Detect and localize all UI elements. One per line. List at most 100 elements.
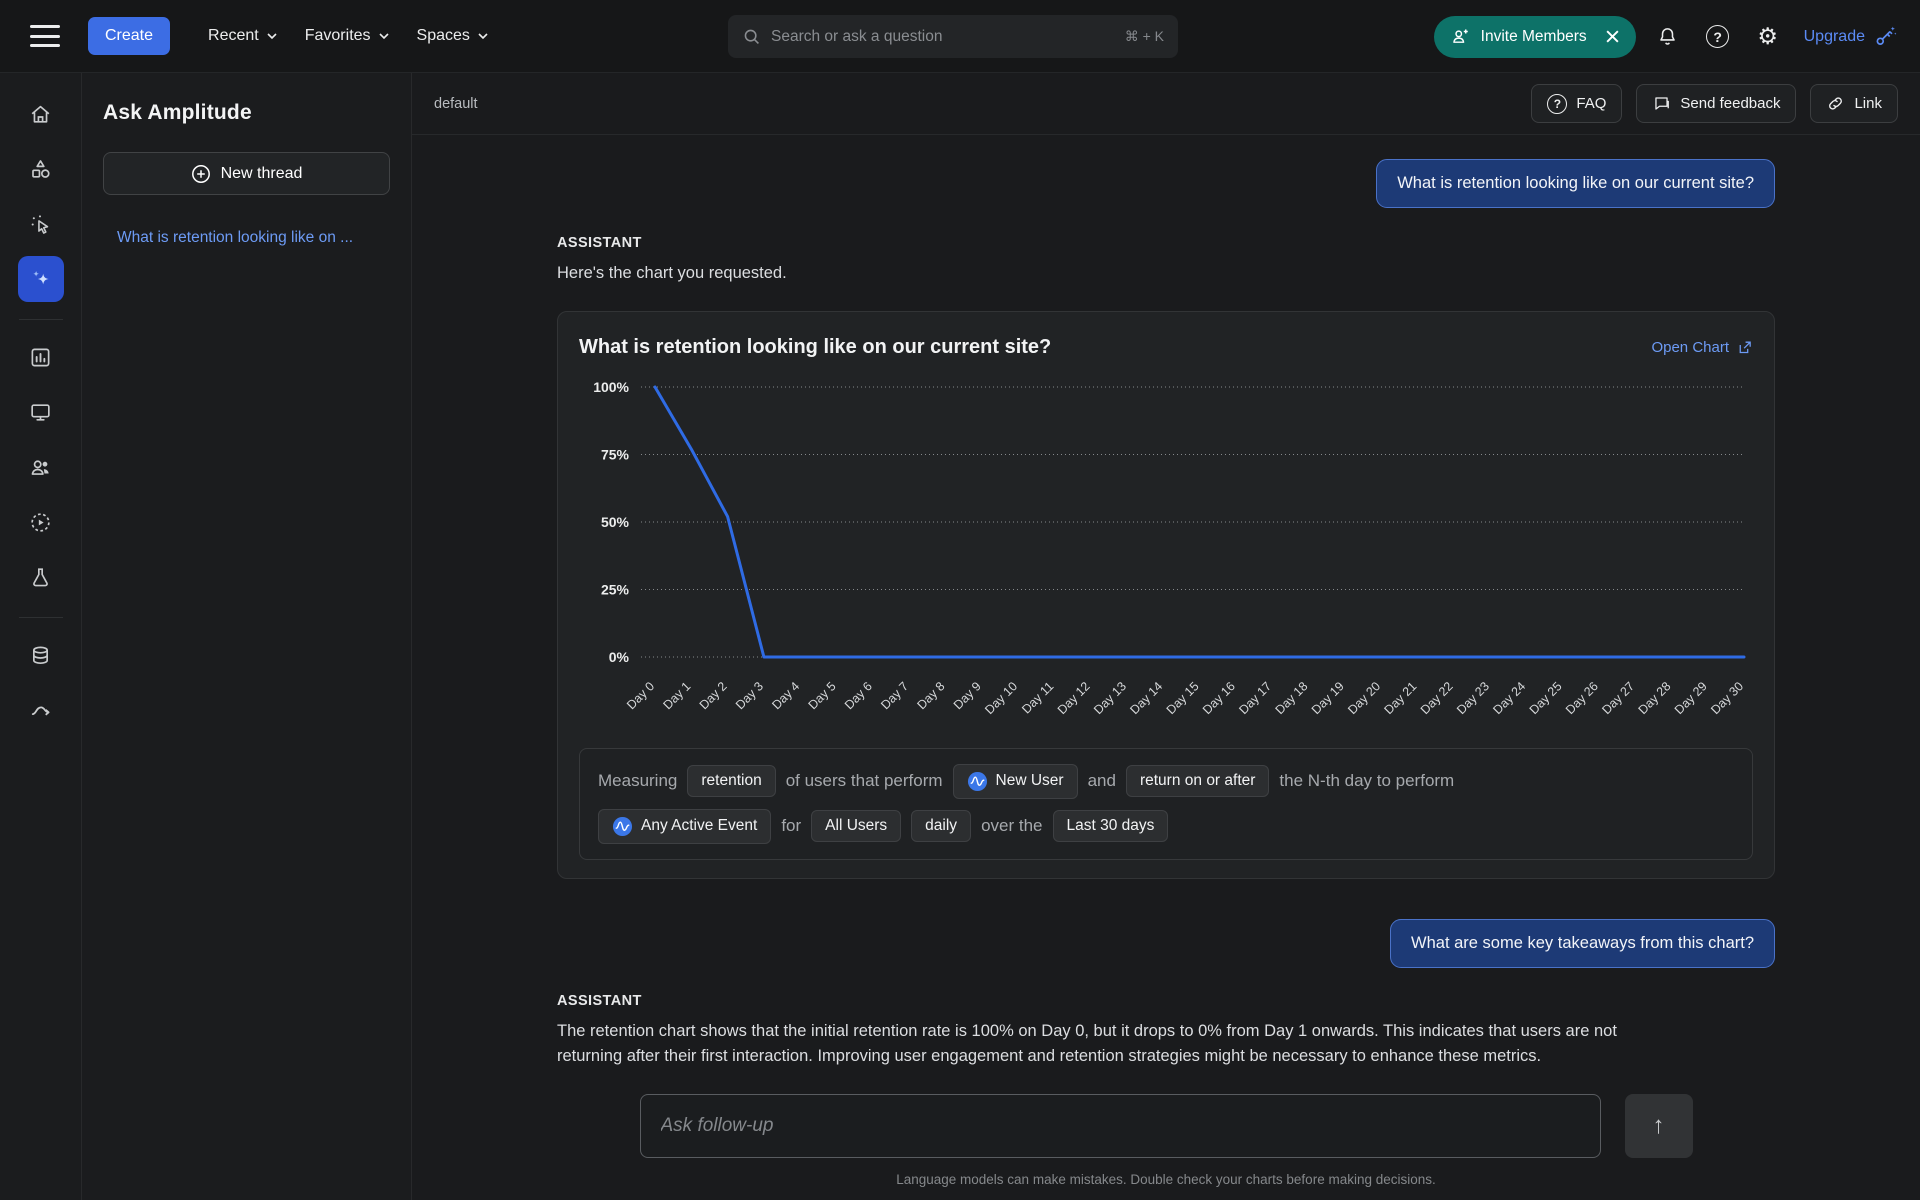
invite-members-label: Invite Members: [1480, 27, 1587, 45]
recent-menu[interactable]: Recent: [194, 17, 291, 55]
shapes-icon: [32, 159, 50, 178]
sidebar-item-objects[interactable]: [18, 146, 64, 192]
gear-icon: ⚙: [1757, 23, 1778, 49]
svg-text:Day 12: Day 12: [1055, 679, 1093, 717]
notifications-button[interactable]: [1650, 19, 1686, 55]
hamburger-menu-icon[interactable]: [30, 25, 60, 47]
link-button[interactable]: Link: [1810, 84, 1898, 123]
def-text: and: [1087, 771, 1116, 791]
faq-label: FAQ: [1576, 95, 1607, 112]
query-definition: Measuring retention of users that perfor…: [579, 747, 1753, 860]
sidebar-item-connections[interactable]: [18, 687, 64, 733]
segment-pill[interactable]: All Users: [811, 810, 902, 843]
assistant-message: Here's the chart you requested.: [557, 264, 787, 282]
svg-text:Day 11: Day 11: [1019, 679, 1056, 716]
retention-condition-pill[interactable]: return on or after: [1125, 765, 1270, 798]
amplitude-event-icon: [967, 771, 987, 791]
help-button[interactable]: ?: [1700, 19, 1736, 55]
send-feedback-button[interactable]: Send feedback: [1636, 84, 1797, 123]
rail-divider: [18, 319, 63, 320]
close-icon: [1606, 30, 1619, 43]
thread-list-item[interactable]: What is retention looking like on ...: [117, 229, 354, 246]
arrow-up-icon: ↑: [1652, 1112, 1665, 1140]
send-feedback-label: Send feedback: [1680, 95, 1781, 112]
chevron-down-icon: [378, 32, 389, 39]
svg-text:Day 4: Day 4: [769, 679, 802, 712]
search-shortcut: ⌘ + K: [1124, 28, 1164, 44]
svg-text:Day 5: Day 5: [806, 679, 839, 712]
svg-text:Day 17: Day 17: [1236, 679, 1274, 717]
svg-text:Day 7: Day 7: [878, 679, 911, 712]
amplitude-event-icon: [612, 816, 633, 836]
sidebar-item-ask-amplitude[interactable]: [17, 256, 64, 302]
main-header: default ? FAQ Send feedback Link: [412, 73, 1920, 135]
breadcrumb: default: [434, 95, 478, 112]
svg-text:Day 6: Day 6: [842, 679, 875, 712]
main-content: default ? FAQ Send feedback Link What is…: [412, 73, 1920, 1200]
sidebar-item-activity[interactable]: [18, 201, 64, 247]
experiment-flask-icon: [33, 567, 48, 586]
open-chart-link[interactable]: Open Chart: [1651, 339, 1753, 356]
favorites-menu[interactable]: Favorites: [291, 17, 403, 55]
plus-circle-icon: [191, 164, 210, 183]
settings-button[interactable]: ⚙: [1750, 19, 1786, 55]
sidebar-item-session-replay[interactable]: [18, 499, 64, 545]
sidebar-item-users[interactable]: [18, 444, 64, 490]
search-placeholder: Search or ask a question: [771, 27, 943, 45]
svg-text:Day 22: Day 22: [1418, 679, 1456, 717]
chat-thread: What is retention looking like on our cu…: [557, 135, 1775, 1187]
svg-text:50%: 50%: [601, 514, 630, 530]
left-icon-rail: [0, 73, 82, 1200]
svg-text:25%: 25%: [601, 581, 630, 597]
upgrade-button[interactable]: Upgrade: [1804, 24, 1898, 49]
disclaimer-text: Language models can make mistakes. Doubl…: [896, 1172, 1436, 1188]
top-nav: Create Recent Favorites Spaces Search or…: [0, 0, 1920, 73]
sidebar-item-data[interactable]: [18, 632, 64, 678]
invite-members-button[interactable]: Invite Members: [1433, 15, 1636, 58]
user-message-bubble: What are some key takeaways from this ch…: [1390, 918, 1775, 968]
return-event-label: Any Active Event: [641, 817, 758, 835]
question-circle-icon: ?: [1547, 93, 1568, 114]
svg-text:Day 29: Day 29: [1672, 679, 1710, 717]
svg-text:Day 30: Day 30: [1708, 679, 1746, 717]
favorites-menu-label: Favorites: [304, 27, 371, 44]
svg-text:Day 21: Day 21: [1382, 679, 1420, 717]
open-chart-label: Open Chart: [1651, 338, 1729, 356]
thread-panel: Ask Amplitude New thread What is retenti…: [82, 73, 412, 1200]
spaces-menu[interactable]: Spaces: [403, 17, 502, 55]
svg-text:Day 13: Day 13: [1091, 679, 1129, 717]
def-text: for: [781, 816, 802, 836]
search-input[interactable]: Search or ask a question ⌘ + K: [728, 15, 1178, 58]
follow-up-input[interactable]: [639, 1094, 1601, 1159]
svg-text:Day 15: Day 15: [1164, 679, 1202, 717]
assistant-label: ASSISTANT: [557, 235, 642, 251]
new-thread-label: New thread: [220, 164, 303, 182]
new-thread-button[interactable]: New thread: [103, 152, 390, 195]
metric-pill[interactable]: retention: [687, 765, 776, 798]
def-text: of users that perform: [785, 771, 943, 791]
svg-text:Day 18: Day 18: [1273, 679, 1311, 717]
connections-icon: [31, 705, 50, 715]
send-button[interactable]: ↑: [1624, 1094, 1693, 1159]
svg-text:Day 10: Day 10: [982, 679, 1020, 717]
sidebar-item-experiments[interactable]: [18, 554, 64, 600]
interval-pill[interactable]: daily: [911, 810, 972, 843]
def-text: Measuring: [598, 771, 678, 791]
svg-text:Day 27: Day 27: [1599, 679, 1637, 717]
svg-text:Day 8: Day 8: [915, 679, 948, 712]
invite-dismiss-button[interactable]: [1605, 29, 1620, 44]
svg-text:75%: 75%: [601, 446, 630, 462]
sidebar-item-dashboards[interactable]: [18, 389, 64, 435]
create-button[interactable]: Create: [88, 17, 171, 55]
feedback-chat-icon: [1655, 97, 1670, 110]
question-circle-icon: ?: [1706, 25, 1730, 48]
svg-text:Day 25: Day 25: [1527, 679, 1565, 717]
date-range-pill[interactable]: Last 30 days: [1052, 810, 1169, 843]
start-event-pill[interactable]: New User: [952, 763, 1078, 799]
sidebar-item-home[interactable]: [18, 91, 64, 137]
return-event-pill[interactable]: Any Active Event: [598, 808, 772, 844]
sidebar-item-charts[interactable]: [18, 334, 64, 380]
def-text: the N-th day to perform: [1279, 771, 1455, 791]
faq-button[interactable]: ? FAQ: [1531, 84, 1623, 123]
ai-sparkle-icon: [32, 270, 49, 285]
